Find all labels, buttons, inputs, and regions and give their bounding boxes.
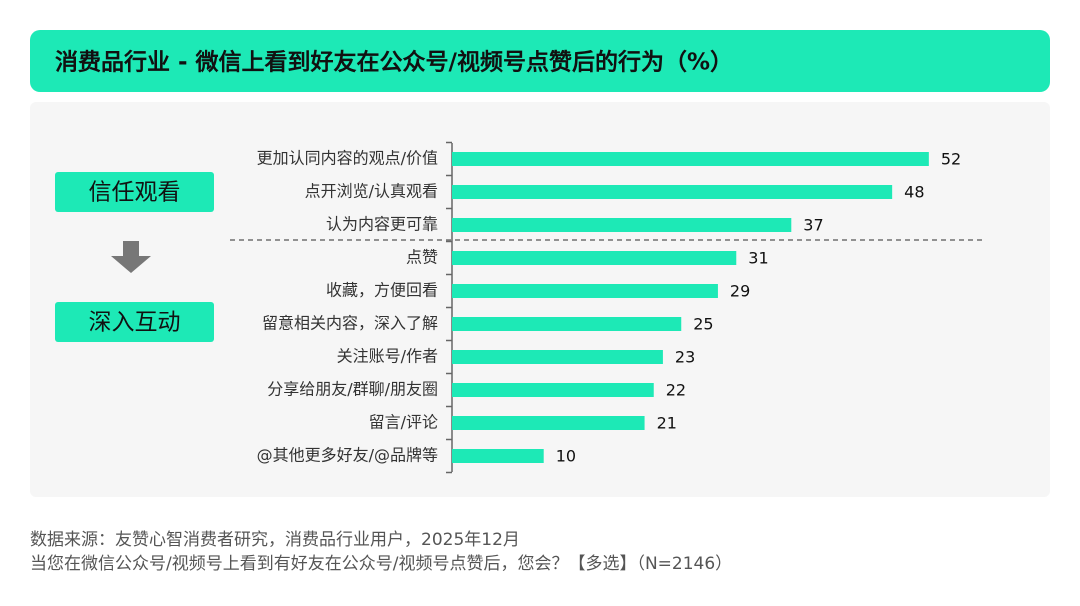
value-label: 37	[803, 216, 823, 235]
value-label: 52	[941, 150, 961, 169]
panel	[30, 102, 1050, 497]
category-label: 分享给朋友/群聊/朋友圈	[267, 380, 438, 399]
bar	[452, 185, 893, 199]
category-label: 收藏，方便回看	[326, 281, 438, 300]
category-label: 点开浏览/认真观看	[305, 182, 438, 201]
bar	[452, 350, 663, 364]
value-label: 22	[666, 381, 686, 400]
bar	[452, 251, 737, 265]
arrow	[111, 241, 151, 273]
value-label: 29	[730, 282, 750, 301]
bar	[452, 416, 645, 430]
bar	[452, 317, 682, 331]
bar	[452, 449, 544, 463]
category-label: @其他更多好友/@品牌等	[257, 446, 438, 465]
value-label: 10	[556, 447, 576, 466]
value-label: 31	[748, 249, 768, 268]
value-label: 23	[675, 348, 695, 367]
group-box	[55, 172, 214, 212]
bar	[452, 218, 792, 232]
category-label: 留言/评论	[369, 413, 438, 432]
footnote: 当您在微信公众号/视频号上看到有好友在公众号/视频号点赞后，您会？【多选】（N=…	[30, 554, 732, 574]
category-label: 点赞	[406, 248, 438, 267]
value-label: 48	[904, 183, 924, 202]
category-label: 认为内容更可靠	[326, 215, 438, 234]
chart-title: 消费品行业 - 微信上看到好友在公众号/视频号点赞后的行为（%）	[55, 49, 733, 76]
title-bar	[30, 30, 1050, 92]
value-label: 21	[657, 414, 677, 433]
category-label: 留意相关内容，深入了解	[262, 314, 438, 333]
bar	[452, 152, 929, 166]
bar	[452, 284, 718, 298]
group-box	[55, 302, 214, 342]
category-label: 更加认同内容的观点/价值	[257, 149, 438, 168]
bar	[452, 383, 654, 397]
value-label: 25	[693, 315, 713, 334]
category-label: 关注账号/作者	[337, 347, 438, 366]
group-label: 信任观看	[89, 180, 181, 206]
footnote: 数据来源：友赞心智消费者研究，消费品行业用户，2025年12月	[30, 530, 520, 550]
group-label: 深入互动	[89, 310, 181, 336]
